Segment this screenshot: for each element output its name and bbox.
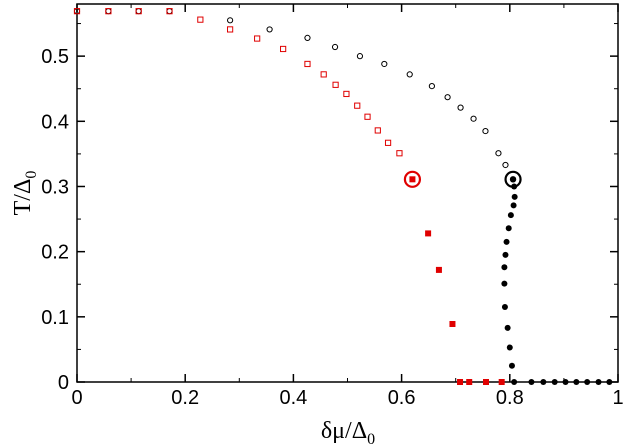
x-tick-label: 0 [71,387,82,409]
y-axis-label: T/Δ0 [10,171,40,216]
data-point-filled-circle [506,344,513,351]
data-point-filled-square [498,379,505,385]
data-point-open-circle [470,115,477,122]
data-point-filled-circle [501,304,508,311]
data-point-open-square [384,139,392,146]
data-point-open-square [304,60,311,68]
data-point-filled-square [449,320,456,327]
highlight-center-square [409,176,416,183]
x-axis-label-main: δμ/Δ [321,418,367,444]
data-point-filled-circle [562,379,569,385]
y-tick-label: 0 [58,372,69,394]
data-point-filled-square [425,230,432,237]
data-point-open-square [105,8,112,15]
data-point-filled-circle [540,379,547,385]
data-point-open-square [135,8,142,15]
data-point-open-circle [227,17,234,24]
data-point-filled-circle [505,225,512,232]
data-point-open-circle [135,8,142,15]
data-point-filled-circle [584,379,591,385]
data-point-open-square [354,102,361,109]
data-point-open-circle [266,26,273,33]
data-point-open-circle [406,71,413,78]
data-point-open-circle [381,60,388,68]
data-point-open-circle [495,150,502,157]
y-axis-label-subscript: 0 [23,171,40,179]
x-tick-label: 0.2 [171,387,199,409]
data-point-open-square [343,90,350,98]
data-point-open-circle [356,53,364,60]
data-point-filled-square [482,379,489,385]
data-point-filled-circle [573,379,580,385]
data-point-open-square [73,8,81,15]
data-point-filled-square [457,379,464,385]
data-point-filled-circle [528,379,535,385]
data-point-filled-circle [595,379,602,385]
x-tick-label: 0.8 [496,387,524,409]
data-point-open-circle [331,43,339,51]
y-tick-label: 0.2 [41,242,69,264]
data-point-filled-circle [606,379,613,385]
highlight-center-dot [509,176,517,183]
y-axis-label-main: T/Δ [10,179,36,216]
data-point-open-square [254,35,261,42]
highlight-ring [403,170,422,188]
data-point-filled-circle [511,193,518,200]
data-point-open-square [320,71,327,78]
data-point-open-square [280,45,287,53]
data-marks [73,8,613,385]
data-point-open-square [197,16,204,23]
data-point-open-square [364,113,371,120]
data-point-open-circle [502,161,509,169]
x-tick-label: 1 [612,387,623,409]
data-point-open-circle [304,34,311,41]
data-point-open-square [332,81,339,88]
y-tick-label: 0.4 [41,111,69,133]
y-tick-label: 0.1 [41,307,69,329]
data-point-filled-circle [511,379,518,385]
data-point-filled-circle [501,280,508,287]
data-point-filled-circle [507,212,514,219]
data-point-open-square [396,150,403,157]
data-point-filled-square [435,266,442,273]
x-axis-label: δμ/Δ0 [321,418,375,448]
y-tick-label: 0.5 [41,46,69,68]
data-point-filled-square [466,379,473,385]
data-point-filled-circle [551,379,558,385]
data-point-filled-circle [501,264,508,271]
data-point-open-square [227,26,234,33]
x-tick-label: 0.4 [279,387,307,409]
data-point-open-circle [482,127,489,135]
data-point-open-circle [444,94,451,101]
data-point-open-circle [428,83,435,90]
data-point-filled-circle [503,238,510,245]
data-point-filled-circle [510,202,517,209]
data-point-filled-circle [508,362,515,369]
data-point-filled-circle [504,324,511,331]
data-point-open-circle [105,8,112,15]
y-tick-label: 0.3 [41,176,69,198]
plot-frame [76,3,619,383]
highlight-ring [504,170,522,188]
x-axis-ticks: 0 0.2 0.4 0.6 0.8 1 [71,4,623,409]
x-axis-label-subscript: 0 [367,431,375,448]
data-point-filled-circle [502,251,509,258]
data-point-open-square [374,127,381,134]
x-tick-label: 0.6 [388,387,416,409]
y-axis-ticks: 0 0.1 0.2 0.3 0.4 0.5 [41,23,618,394]
data-point-open-circle [166,8,173,15]
data-point-open-square [166,8,173,15]
data-point-open-circle [457,104,464,111]
